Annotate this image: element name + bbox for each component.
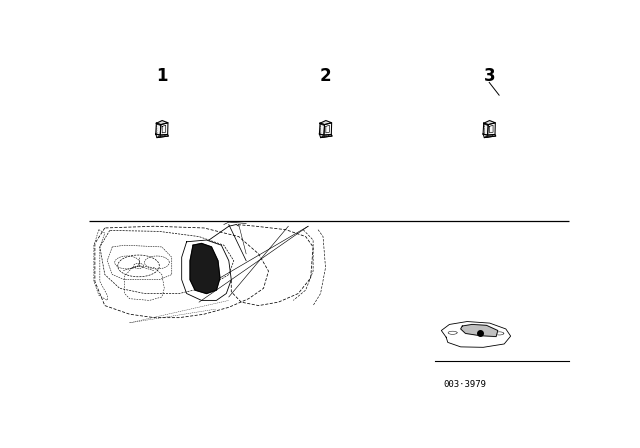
Polygon shape bbox=[156, 121, 168, 125]
Text: 1: 1 bbox=[156, 67, 168, 85]
Polygon shape bbox=[326, 136, 327, 137]
Polygon shape bbox=[483, 134, 495, 138]
Polygon shape bbox=[324, 123, 332, 135]
Polygon shape bbox=[483, 123, 488, 135]
Text: 3: 3 bbox=[483, 67, 495, 85]
Polygon shape bbox=[158, 136, 159, 137]
Polygon shape bbox=[461, 324, 498, 336]
Polygon shape bbox=[319, 134, 332, 138]
Polygon shape bbox=[163, 136, 164, 137]
Polygon shape bbox=[488, 123, 495, 135]
Polygon shape bbox=[490, 136, 491, 137]
Polygon shape bbox=[486, 136, 487, 137]
Polygon shape bbox=[156, 123, 161, 135]
Polygon shape bbox=[156, 134, 168, 138]
Polygon shape bbox=[160, 123, 168, 135]
Polygon shape bbox=[319, 123, 324, 135]
Polygon shape bbox=[322, 136, 323, 137]
Polygon shape bbox=[484, 121, 495, 125]
Polygon shape bbox=[320, 121, 332, 125]
Text: 003·3979: 003·3979 bbox=[443, 380, 486, 389]
Polygon shape bbox=[190, 244, 220, 293]
Text: 2: 2 bbox=[320, 67, 332, 85]
